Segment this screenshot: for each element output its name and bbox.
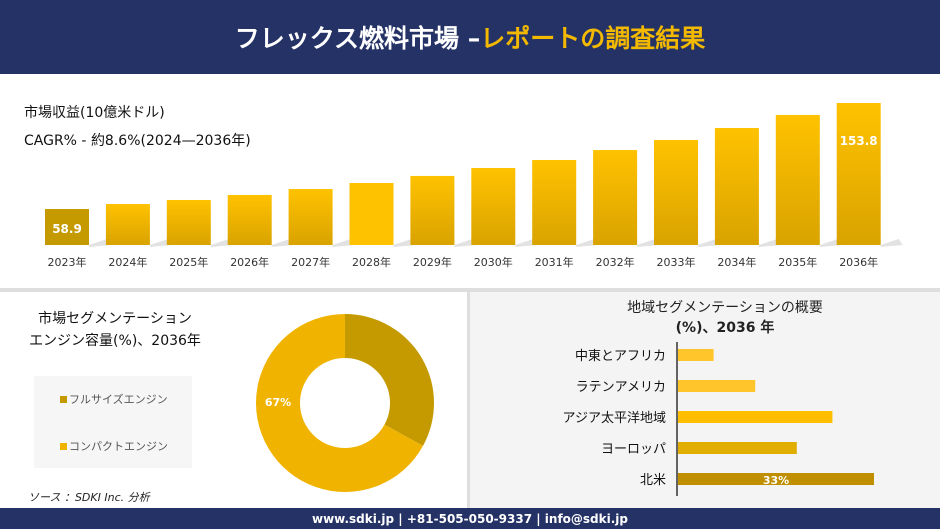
data-label: 58.9 <box>52 222 82 236</box>
region-label: ヨーロッパ <box>601 442 666 457</box>
revenue-bar-chart: 2023年 58.9 2024年 2025年 2026年 2027年 2028年 2029年 2… <box>45 102 903 269</box>
bar-shadow <box>210 239 233 247</box>
bar-shadow <box>637 239 660 247</box>
x-tick-label: 2036年 <box>839 255 878 269</box>
region-label: 北米 <box>640 473 666 488</box>
footer-contact: www.sdki.jp | +81-505-050-9337 | info@sd… <box>0 508 940 529</box>
bar-2033年 <box>654 139 698 245</box>
x-tick-label: 2035年 <box>778 255 817 269</box>
x-tick-label: 2024年 <box>108 255 147 269</box>
x-tick-label: 2027年 <box>291 255 330 269</box>
bar-shadow <box>271 239 294 247</box>
legend-item-full-size: フルサイズエンジン <box>60 391 168 407</box>
region-title-line1: 地域セグメンテーションの概要 <box>627 300 823 316</box>
x-tick-label: 2029年 <box>413 255 452 269</box>
legend-swatch <box>60 395 67 403</box>
legend-item-compact: コンパクトエンジン <box>60 438 168 454</box>
bar-2034年 <box>714 128 759 245</box>
bar-shadow <box>758 239 781 247</box>
engine-title-line2: エンジン容量(%)、2036年 <box>29 333 201 349</box>
report-header: フレックス燃料市場 – レポートの調査結果 <box>0 0 940 74</box>
bar-shadow <box>149 239 172 247</box>
bar-shadow <box>515 239 538 247</box>
legend-label: コンパクトエンジン <box>69 440 168 453</box>
bar-2029年 <box>410 175 455 245</box>
bar-shadow <box>698 239 720 247</box>
source-note: ソース ：SDKI Inc. 分析 <box>28 491 150 504</box>
header-title-accent: レポートの調査結果 <box>480 24 706 53</box>
x-tick-label: 2031年 <box>535 255 574 269</box>
data-label: 33% <box>763 474 789 487</box>
bar-2025年 <box>166 199 211 245</box>
region-chart-title: 地域セグメンテーションの概要 (%)、2036 年 <box>470 298 940 338</box>
bar-2028年 <box>349 182 394 245</box>
x-tick-label: 2028年 <box>352 255 391 269</box>
region-segment-panel: 中東とアフリカ ラテンアメリカアジア太平洋地域ヨーロッパ北米 33% 地域セグメンテ… <box>470 292 940 508</box>
bar-shadow <box>332 239 355 247</box>
bar-2023年 <box>45 209 89 245</box>
cagr-label: CAGR% - 約8.6%(2024—2036年) <box>24 133 251 149</box>
header-title: フレックス燃料市場 – <box>234 24 481 53</box>
bar-2031年 <box>532 159 577 245</box>
donut-slice-1 <box>256 314 423 492</box>
revenue-chart-panel: 2023年 58.9 2024年 2025年 2026年 2027年 2028年 2029年 2… <box>0 74 940 288</box>
bar-2032年 <box>593 150 638 245</box>
engine-title-line1: 市場セグメンテーション <box>38 311 192 327</box>
bar-shadow <box>819 239 842 247</box>
region-bar <box>678 442 797 454</box>
donut-slice-0 <box>345 314 434 446</box>
x-tick-label: 2025年 <box>169 255 208 269</box>
x-tick-label: 2034年 <box>717 255 756 269</box>
engine-chart-title: 市場セグメンテーション エンジン容量(%)、2036年 <box>20 308 210 352</box>
divider-vertical <box>467 292 470 508</box>
region-label: ラテンアメリカ <box>576 380 666 395</box>
x-tick-label: 2023年 <box>48 255 87 269</box>
engine-legend: フルサイズエンジン コンパクトエンジン <box>34 376 192 468</box>
divider <box>0 288 940 292</box>
bar-2024年 <box>105 203 150 245</box>
bar-shadow <box>576 239 599 247</box>
revenue-chart-title: 市場収益(10億米ドル) <box>24 105 165 121</box>
bar-shadow <box>880 239 903 247</box>
region-bar <box>678 380 756 392</box>
x-tick-label: 2026年 <box>230 255 269 269</box>
bar-shadow <box>89 239 111 247</box>
bar-2036年 <box>836 102 881 245</box>
region-bar <box>678 349 714 361</box>
bar-2026年 <box>227 194 272 245</box>
x-tick-label: 2032年 <box>596 255 635 269</box>
region-bar <box>678 473 874 485</box>
bar-shadow <box>393 239 416 247</box>
bar-2030年 <box>471 168 516 245</box>
region-title-line2: (%)、2036 年 <box>675 320 775 336</box>
engine-donut-chart: 67% <box>256 314 434 492</box>
engine-segment-panel: 67% 市場セグメンテーション エンジン容量(%)、2036年 フルサイズエンジ… <box>0 292 467 508</box>
data-label: 153.8 <box>840 134 878 148</box>
x-tick-label: 2030年 <box>474 255 513 269</box>
bar-2035年 <box>775 114 820 245</box>
region-bar <box>678 411 833 423</box>
legend-swatch <box>60 442 67 450</box>
bar-shadow <box>454 239 477 247</box>
x-tick-label: 2033年 <box>657 255 696 269</box>
bar-2027年 <box>288 189 333 245</box>
legend-label: フルサイズエンジン <box>69 393 168 406</box>
region-label: 中東とアフリカ <box>575 348 666 364</box>
data-label: 67% <box>265 396 291 409</box>
region-label: アジア太平洋地域 <box>563 411 666 426</box>
